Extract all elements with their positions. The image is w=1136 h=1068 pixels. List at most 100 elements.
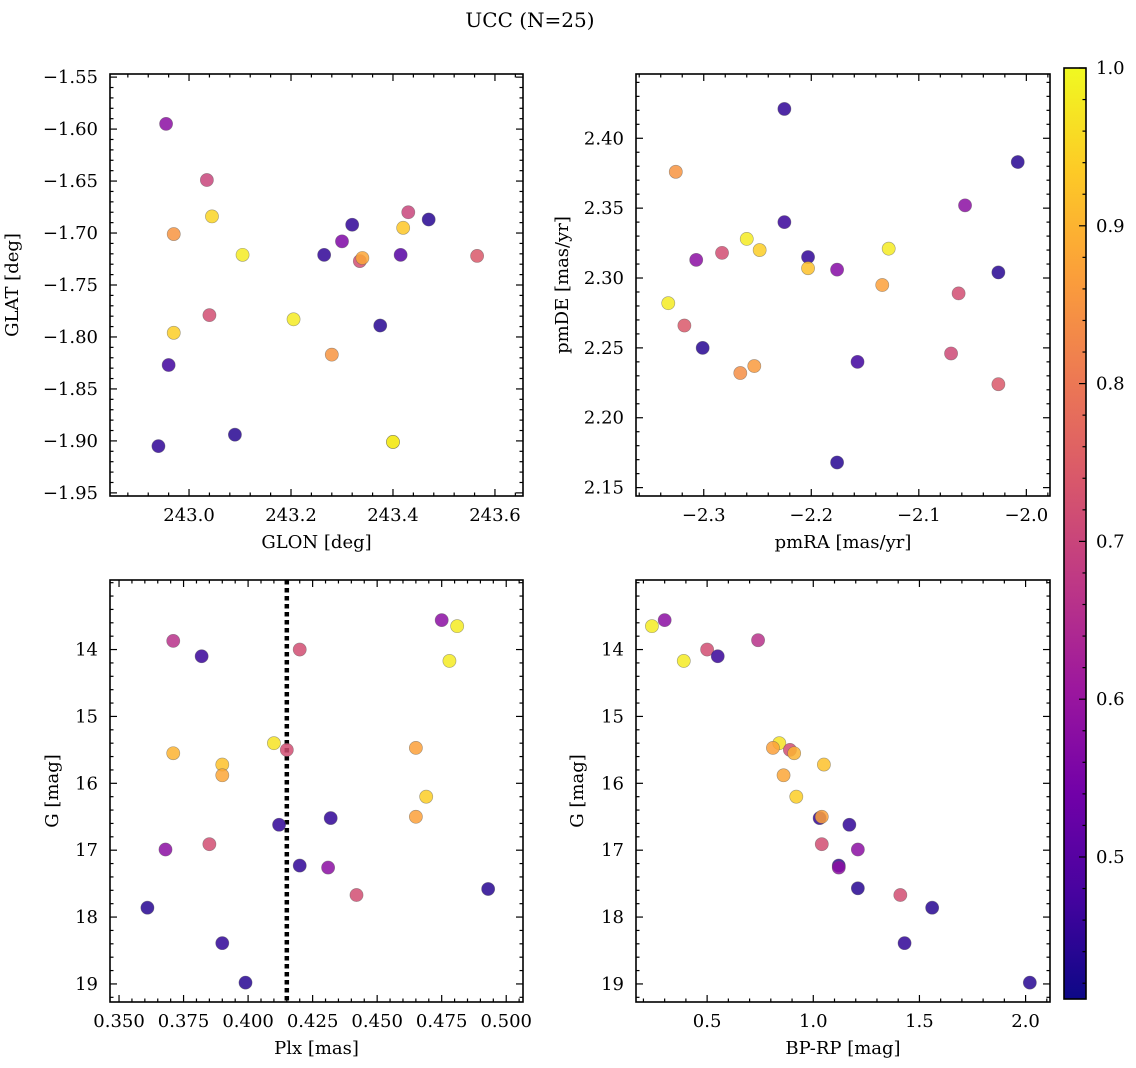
scatter-point <box>733 366 748 380</box>
scatter-point <box>710 649 725 664</box>
colorbar-tick-label: 0.8 <box>1096 374 1125 395</box>
scatter-point <box>279 742 294 757</box>
scatter-point <box>1010 155 1025 169</box>
scatter-point <box>850 354 865 369</box>
scatter-point <box>335 234 349 249</box>
y-tick-label: 18 <box>75 907 98 928</box>
scatter-point <box>925 900 940 915</box>
scatter-point <box>470 248 485 263</box>
scatter-point <box>645 619 659 634</box>
y-tick-label: 15 <box>601 706 624 727</box>
scatter-point <box>897 936 912 951</box>
scatter-point <box>292 642 307 657</box>
scatter-point <box>752 243 767 257</box>
y-tick-label: −1.65 <box>43 171 98 192</box>
x-tick-label: −2.2 <box>789 505 833 526</box>
x-tick-label: 243.0 <box>163 505 215 526</box>
scatter-point <box>205 209 219 224</box>
x-tick-label: 0.375 <box>158 1011 210 1032</box>
x-tick-label: 243.4 <box>367 505 419 526</box>
scatter-point <box>166 633 181 648</box>
scatter-point <box>202 308 217 323</box>
scatter-point <box>166 325 181 340</box>
scatter-point <box>323 811 338 825</box>
scatter-point <box>161 358 176 372</box>
scatter-point <box>419 789 434 804</box>
scatter-point <box>689 252 704 267</box>
colorbar-body <box>1064 68 1086 999</box>
x-tick-label: 243.6 <box>469 505 521 526</box>
scatter-point <box>166 227 181 241</box>
y-axis-label: G [mag] <box>567 754 588 827</box>
scatter-point <box>228 427 242 442</box>
panel-glon-glat: 243.0 243.2 243.4 243.6 −1.95 −1.90 −1.85 −1.80… <box>2 67 524 553</box>
scatter-point <box>787 746 802 761</box>
scatter-point <box>286 312 301 327</box>
scatter-point <box>789 789 804 804</box>
scatter-point <box>450 619 465 634</box>
scatter-point <box>875 278 890 292</box>
scatter-point <box>199 173 214 187</box>
scatter-point <box>747 359 762 373</box>
y-tick-label: 2.35 <box>584 198 624 219</box>
y-tick-label: −1.55 <box>43 67 98 88</box>
scatter-point <box>766 740 780 755</box>
y-tick-label: 15 <box>75 706 98 727</box>
colorbar: 0.5 0.6 0.7 0.8 0.9 1.0 <box>1063 58 1125 1000</box>
panel-plx-g: 0.350 0.375 0.400 0.425 0.450 0.475 0.500 14 15 1… <box>42 579 532 1059</box>
scatter-point <box>434 613 449 628</box>
y-axis-label: G [mag] <box>42 754 63 827</box>
colorbar-tick-label: 0.5 <box>1096 847 1125 868</box>
y-tick-label: 19 <box>601 974 624 995</box>
y-tick-label: −1.80 <box>43 327 98 348</box>
y-tick-label: −1.90 <box>43 431 98 452</box>
x-tick-label: −2.0 <box>1004 505 1048 526</box>
y-tick-label: 2.20 <box>584 408 624 429</box>
scatter-point <box>396 220 411 235</box>
y-tick-label: 14 <box>75 640 98 661</box>
scatter-point <box>238 975 253 990</box>
scatter-point <box>349 888 364 902</box>
scatter-point <box>345 217 360 232</box>
y-tick-label: −1.95 <box>43 483 98 504</box>
scatter-point <box>676 654 691 668</box>
scatter-point <box>842 817 857 832</box>
scatter-point <box>408 740 423 755</box>
scatter-point <box>386 435 400 449</box>
colorbar-tick-label: 0.7 <box>1096 531 1125 552</box>
x-tick-label: 0.450 <box>351 1011 403 1032</box>
scatter-point <box>944 346 958 361</box>
y-tick-label: −1.75 <box>43 275 98 296</box>
scatter-point <box>272 817 286 832</box>
plot-frame <box>635 579 1051 1003</box>
plot-frame <box>109 579 524 1003</box>
scatter-point <box>194 649 209 664</box>
scatter-point <box>677 318 692 333</box>
x-tick-label: 0.350 <box>93 1011 145 1032</box>
panel-pmra-pmde: −2.3 −2.2 −2.1 −2.0 2.15 2.20 2.25 2.30 2.35 2.40… <box>552 73 1051 553</box>
panels: 243.0 243.2 243.4 243.6 −1.95 −1.90 −1.85 −1.80… <box>2 67 1051 1059</box>
scatter-point <box>355 251 370 265</box>
scatter-point <box>317 247 332 262</box>
scatter-point <box>159 116 173 131</box>
scatter-point <box>814 809 829 824</box>
x-tick-label: 0.500 <box>480 1011 532 1032</box>
y-tick-label: 16 <box>601 773 624 794</box>
scatter-point <box>893 888 908 902</box>
scatter-point <box>830 455 844 470</box>
scatter-point <box>393 247 408 262</box>
y-tick-label: 17 <box>601 840 624 861</box>
y-tick-label: 2.15 <box>584 478 624 499</box>
scatter-point <box>140 900 155 915</box>
y-tick-label: 17 <box>75 840 98 861</box>
scatter-point <box>166 746 181 761</box>
scatter-point <box>373 318 388 333</box>
scatter-point <box>158 842 173 857</box>
scatter-point <box>401 205 416 220</box>
scatter-point <box>661 296 676 311</box>
figure-title: UCC (N=25) <box>465 8 594 32</box>
scatter-point <box>751 633 765 648</box>
scatter-point <box>958 198 972 213</box>
y-tick-label: −1.85 <box>43 379 98 400</box>
